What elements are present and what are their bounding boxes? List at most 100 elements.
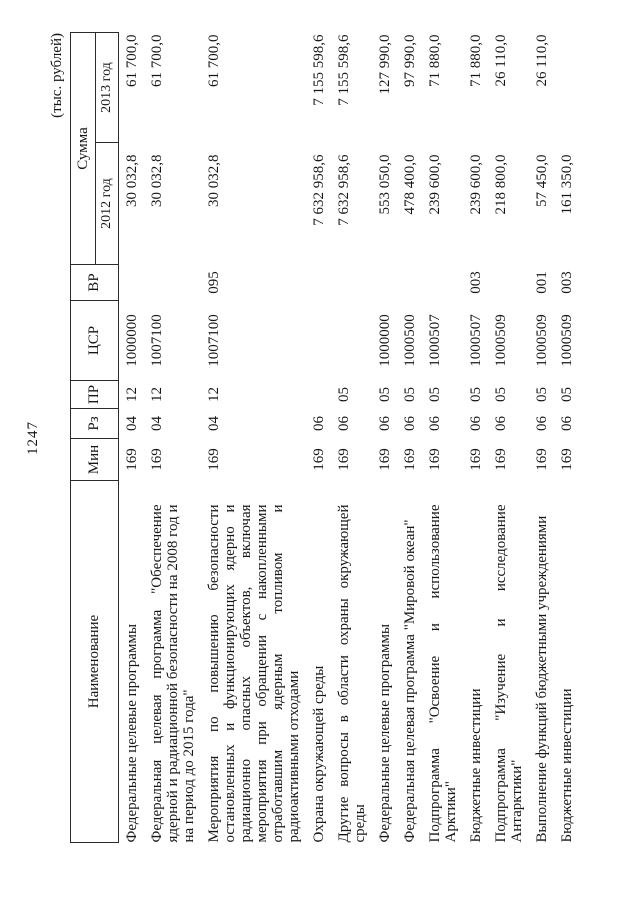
- cell-rz-code: 06: [468, 416, 484, 431]
- cell-pr-code: 12: [206, 387, 222, 402]
- cell-vr-code: [402, 265, 427, 301]
- cell-pr-code: 05: [493, 387, 509, 402]
- cell-pr-code: 05: [427, 387, 443, 402]
- cell-min-code: 169: [402, 448, 418, 471]
- cell-pr-code: 05: [402, 387, 418, 402]
- col-header-sum: Сумма: [70, 32, 96, 265]
- cell-sum-2012: 30 032,8: [149, 154, 165, 208]
- cell-min-code: 169: [427, 448, 443, 471]
- cell-name: Федеральная целевая программа "Обеспечен…: [149, 504, 197, 843]
- cell-rz-code: 06: [402, 416, 418, 431]
- cell-pr-code: 05: [336, 387, 352, 402]
- cell-pr-code: 05: [377, 387, 393, 402]
- table-row: Бюджетные инвестиции 169 06 05 1000507 003 239…: [468, 32, 493, 842]
- cell-sum-2013: 7 155 598,6: [311, 34, 327, 106]
- cell-name: Охрана окружающей среды: [311, 665, 327, 843]
- cell-name: Подпрограмма "Изучение и исследование Ан…: [493, 504, 525, 843]
- table-row: Выполнение функций бюджетными учреждения…: [534, 32, 559, 842]
- cell-min-code: 169: [493, 448, 509, 471]
- cell-sum-2013: 61 700,0: [206, 34, 222, 87]
- table-row: Мероприятия по повышению безопасности ос…: [206, 32, 311, 842]
- cell-csr-code: 1000507: [468, 314, 484, 367]
- cell-sum-2012: 30 032,8: [206, 154, 222, 208]
- table-row: Федеральная целевая программа "Обеспечен…: [149, 32, 206, 842]
- cell-sum-2013: 97 990,0: [402, 34, 418, 87]
- cell-name: Бюджетные инвестиции: [559, 688, 575, 843]
- cell-vr-code: [493, 265, 534, 301]
- page-number: 1247: [25, 421, 41, 455]
- cell-csr-code: 1000509: [534, 314, 550, 367]
- cell-sum-2012: 7 632 958,6: [336, 154, 352, 226]
- cell-csr-code: 1000509: [559, 314, 575, 367]
- cell-pr-code: 05: [468, 387, 484, 402]
- units-note: (тыс. рублей): [49, 33, 65, 118]
- cell-csr-code: 1000509: [493, 314, 509, 367]
- cell-csr-code: [311, 301, 336, 381]
- cell-csr-code: 1007100: [206, 314, 222, 367]
- cell-sum-2012: 239 600,0: [427, 154, 443, 215]
- cell-pr-code: 12: [124, 387, 140, 402]
- cell-vr-code: 001: [534, 271, 550, 294]
- cell-min-code: 169: [311, 448, 327, 471]
- cell-pr-code: 05: [559, 387, 575, 402]
- col-header-pr: ПР: [70, 380, 119, 409]
- cell-sum-2013: [559, 32, 584, 142]
- table-row: Другие вопросы в области охраны окружающ…: [336, 32, 377, 842]
- col-header-vr: ВР: [70, 264, 119, 301]
- cell-rz-code: 06: [336, 416, 352, 431]
- col-header-rz: Рз: [70, 408, 119, 439]
- table-header: Наименование Мин Рз ПР ЦСР ВР Сумма 2012…: [70, 32, 119, 843]
- cell-rz-code: 06: [427, 416, 443, 431]
- cell-csr-code: 1000000: [377, 314, 393, 367]
- cell-min-code: 169: [468, 448, 484, 471]
- cell-sum-2012: 30 032,8: [124, 154, 140, 208]
- cell-name: Федеральная целевая программа "Мировой о…: [402, 519, 418, 843]
- cell-pr-code: [311, 381, 336, 409]
- cell-sum-2012: 553 050,0: [377, 154, 393, 215]
- cell-pr-code: 12: [149, 387, 165, 402]
- col-header-year-2013: 2013 год: [95, 32, 119, 143]
- cell-name: Федеральные целевые программы: [124, 623, 140, 843]
- cell-csr-code: 1000000: [124, 314, 140, 367]
- table-row: Подпрограмма "Освоение и использование А…: [427, 32, 468, 842]
- cell-min-code: 169: [377, 448, 393, 471]
- cell-vr-code: [427, 265, 468, 301]
- cell-rz-code: 06: [534, 416, 550, 431]
- cell-sum-2012: 7 632 958,6: [311, 154, 327, 226]
- cell-vr-code: [336, 265, 377, 301]
- table-row: Федеральные целевые программы 169 06 05 1000…: [377, 32, 402, 842]
- cell-name: Выполнение функций бюджетными учреждения…: [534, 515, 550, 843]
- cell-sum-2012: 478 400,0: [402, 154, 418, 215]
- table-body: Федеральные целевые программы 169 04 12 1000…: [119, 32, 585, 842]
- cell-min-code: 169: [206, 448, 222, 471]
- table-row: Федеральные целевые программы 169 04 12 1000…: [119, 32, 150, 842]
- cell-sum-2013: 7 155 598,6: [336, 34, 352, 106]
- cell-csr-code: 1007100: [149, 314, 165, 367]
- cell-vr-code: [119, 265, 150, 301]
- cell-sum-2013: 26 110,0: [534, 34, 550, 87]
- cell-name: Другие вопросы в области охраны окружающ…: [336, 504, 368, 843]
- cell-sum-2012: 161 350,0: [559, 154, 575, 215]
- cell-min-code: 169: [559, 448, 575, 471]
- cell-name: Федеральные целевые программы: [377, 623, 393, 843]
- cell-vr-code: 095: [206, 271, 222, 294]
- col-header-csr: ЦСР: [70, 300, 119, 381]
- cell-sum-2013: 71 880,0: [468, 34, 484, 87]
- cell-sum-2013: 61 700,0: [124, 34, 140, 87]
- cell-sum-2012: 218 800,0: [493, 154, 509, 215]
- table-row: Федеральная целевая программа "Мировой о…: [402, 32, 427, 842]
- cell-sum-2012: 57 450,0: [534, 154, 550, 208]
- cell-name: Бюджетные инвестиции: [468, 688, 484, 843]
- col-header-min: Мин: [70, 438, 119, 481]
- cell-sum-2013: 127 990,0: [377, 34, 393, 95]
- cell-name: Подпрограмма "Освоение и использование А…: [427, 504, 459, 843]
- cell-min-code: 169: [124, 448, 140, 471]
- cell-sum-2012: 239 600,0: [468, 154, 484, 215]
- cell-min-code: 169: [534, 448, 550, 471]
- cell-vr-code: [311, 265, 336, 301]
- cell-rz-code: 04: [206, 416, 222, 431]
- cell-csr-code: [336, 301, 377, 381]
- cell-rz-code: 04: [149, 416, 165, 431]
